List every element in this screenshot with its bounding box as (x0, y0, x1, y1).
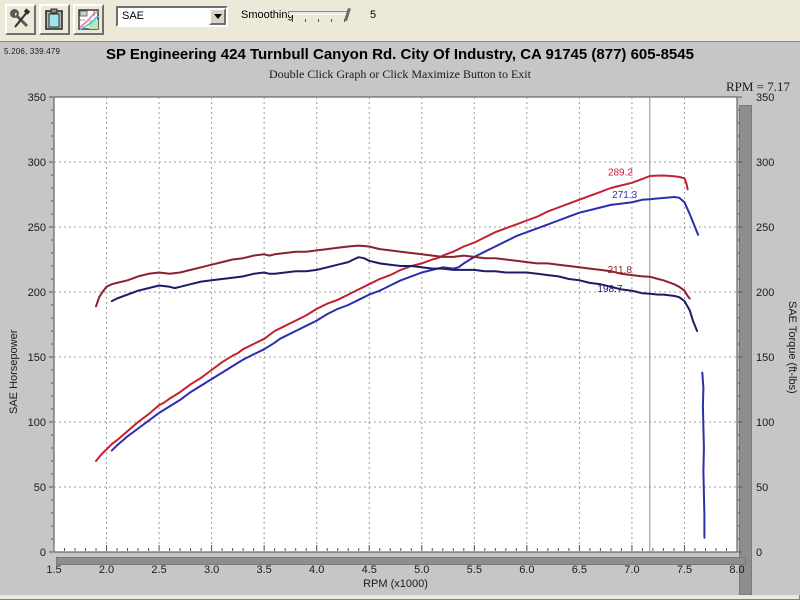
rpm-readout: RPM = 7.17 (725, 79, 790, 94)
clipboard-icon (45, 8, 63, 30)
y-axis-title-right: SAE Torque (ft-lbs) (786, 300, 798, 394)
vertical-scrollbar[interactable] (739, 105, 752, 595)
smoothing-slider-track[interactable] (288, 11, 350, 15)
slider-tick (292, 19, 293, 22)
slider-tick (305, 19, 306, 22)
cursor-coordinate-readout: 5.206, 339.479 (4, 47, 61, 56)
graph-settings-icon (78, 9, 99, 30)
slider-tick (331, 19, 332, 22)
page-title: SP Engineering 424 Turnbull Canyon Rd. C… (106, 46, 694, 63)
y-axis-title-left: SAE Horsepower (8, 329, 20, 415)
graph-settings-button[interactable] (73, 4, 104, 35)
tools-button[interactable] (5, 4, 36, 35)
tools-icon (9, 8, 31, 28)
smoothing-label: Smoothing (241, 9, 294, 21)
legend-run2-power: Max POWER= 289.6 (130, 133, 218, 143)
toolbar: SAE Smoothing 5 (0, 0, 800, 41)
legend-run2-torque: Max TORQUE= 235.7 (327, 133, 420, 143)
view-mode-select[interactable]: SAE (116, 6, 228, 27)
clipboard-button[interactable] (39, 4, 70, 35)
view-mode-dropdown-button[interactable] (209, 8, 226, 25)
smoothing-slider[interactable] (288, 7, 356, 24)
legend-run1-torque: Max TORQUE= 226.8 (327, 110, 420, 120)
legend-run1-name: DYNORUN .001 (62, 110, 130, 120)
legend-run2-name: DYNORUN .005 (62, 133, 130, 143)
chart-subtitle: Double Click Graph or Click Maximize But… (269, 67, 531, 81)
chevron-down-icon (213, 14, 222, 19)
horizontal-scrollbar[interactable] (56, 557, 746, 565)
view-mode-value: SAE (122, 10, 145, 22)
slider-tick (318, 19, 319, 22)
smoothing-value: 5 (370, 9, 377, 21)
legend-run1-power: Max POWER= 273.1 (130, 110, 218, 120)
graph-panel: 5.206, 339.479 SP Engineering 424 Turnbu… (0, 41, 800, 595)
